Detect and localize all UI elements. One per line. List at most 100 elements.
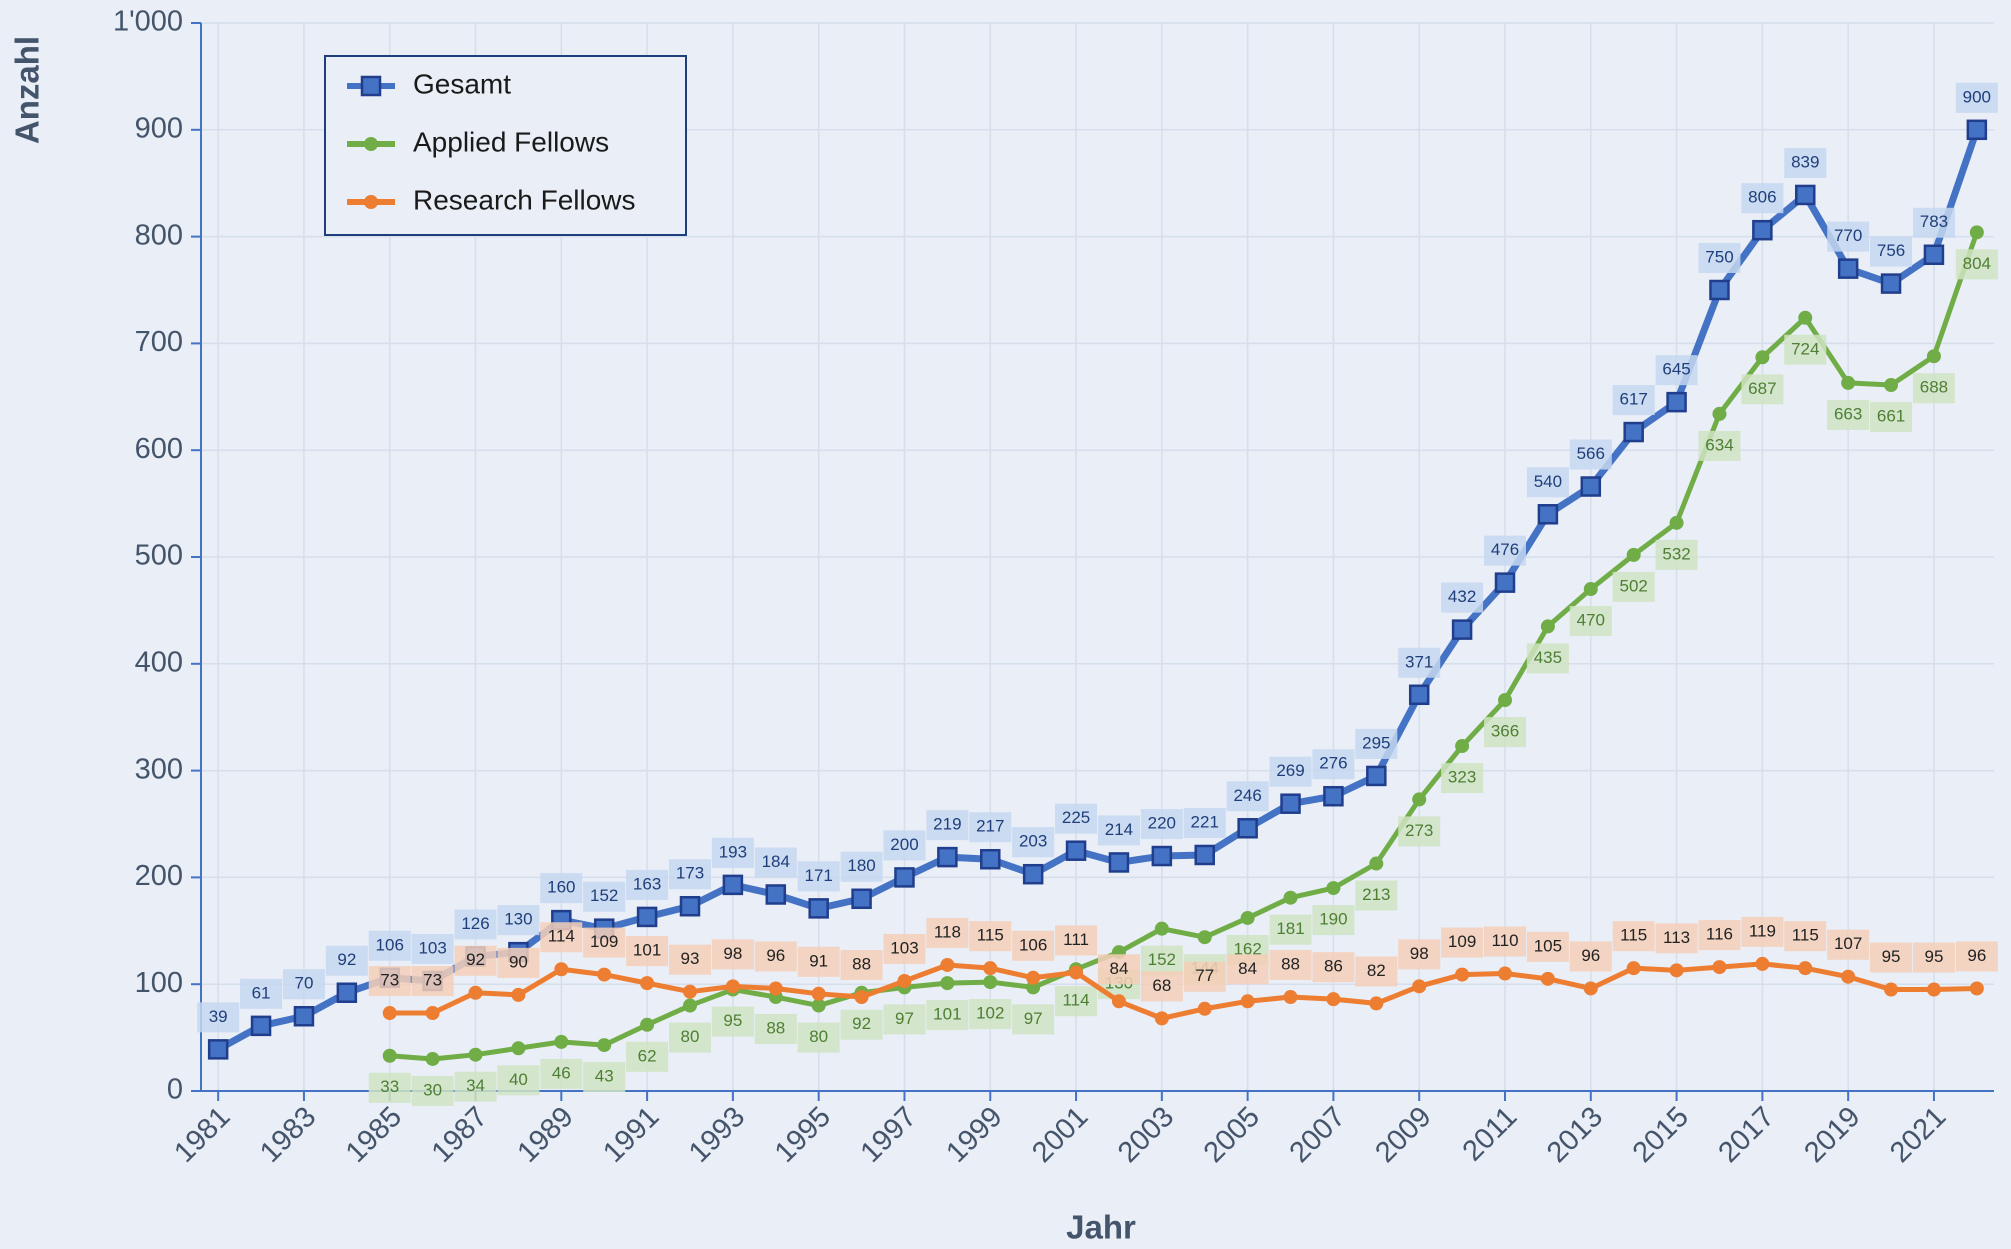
marker [1880,273,1902,294]
data-label: 160 [547,878,575,897]
data-label: 115 [1792,926,1819,945]
marker [1669,515,1684,530]
marker [1197,1001,1212,1016]
marker [940,976,955,991]
data-label: 116 [1706,925,1733,944]
data-label-box [1569,439,1612,470]
marker [207,1039,229,1060]
data-label-box [1870,236,1913,267]
data-label-box [1655,923,1698,954]
data-label-box [1398,816,1441,847]
data-label: 566 [1577,444,1605,463]
data-label: 180 [847,856,875,875]
data-label-box [1955,82,1998,113]
marker [1498,966,1512,981]
marker [640,976,655,991]
data-label: 173 [676,864,704,883]
data-label: 103 [418,938,446,957]
marker [683,998,697,1013]
marker [1240,910,1255,925]
marker [1752,219,1773,241]
data-label-box [1612,385,1655,416]
x-tick-label: 2017 [1712,1101,1780,1169]
data-label-box [969,812,1012,843]
data-label: 105 [1534,936,1562,955]
marker [1366,765,1387,787]
data-label-box [754,1014,797,1045]
marker [1926,982,1941,997]
marker [1669,963,1684,978]
data-label: 82 [1367,961,1386,980]
data-label: 470 [1577,611,1605,630]
data-label: 804 [1963,254,1991,273]
marker [1966,119,1988,141]
marker [425,1051,440,1066]
data-label-box [669,944,711,975]
marker [1841,969,1856,984]
data-label-box [1055,803,1098,834]
data-label-box [1398,647,1441,678]
data-label-box [883,830,926,861]
x-tick-label: 2005 [1198,1101,1266,1169]
marker [1626,961,1641,976]
y-tick-label: 1'000 [113,6,183,38]
marker [1884,378,1899,393]
data-label: 33 [380,1077,399,1096]
data-label: 323 [1448,768,1476,787]
data-label: 502 [1619,576,1647,595]
marker [940,957,955,972]
data-label: 91 [809,951,828,970]
marker [1237,818,1258,839]
marker [983,961,998,976]
marker [468,1047,483,1062]
data-label-box [411,966,454,997]
data-label-box [1140,809,1183,840]
marker [1540,971,1555,986]
marker [1709,279,1730,301]
data-label: 88 [852,955,871,974]
data-label: 181 [1276,919,1304,938]
data-label-box [1955,941,1998,972]
y-tick-label: 0 [167,1074,183,1106]
marker [1026,980,1041,995]
x-tick-label: 2009 [1369,1101,1437,1169]
data-label: 39 [209,1007,228,1026]
marker [1969,225,1984,240]
data-label: 90 [509,952,528,971]
data-label: 113 [1663,928,1690,947]
x-tick-label: 2021 [1884,1101,1952,1169]
data-label: 95 [1924,947,1943,966]
data-label-box [969,999,1012,1030]
data-label-box [797,946,840,977]
data-label-box [1312,905,1355,936]
x-tick-label: 1997 [855,1101,923,1169]
marker [937,846,958,868]
marker [554,962,569,977]
data-label: 119 [1749,921,1776,940]
data-label-box [1484,535,1526,566]
data-label-box [1097,954,1140,985]
marker [636,906,658,928]
marker [1323,785,1344,807]
data-label-box [754,941,797,972]
marker [765,884,787,905]
data-label: 193 [719,842,747,861]
data-label: 88 [1281,955,1300,974]
x-tick-label: 1995 [769,1101,837,1169]
data-label: 130 [504,910,532,929]
data-label: 70 [294,974,313,993]
data-label: 688 [1920,378,1948,397]
data-label: 724 [1791,339,1819,358]
data-label-box [1484,717,1526,748]
marker [1837,258,1859,279]
marker [1283,890,1298,905]
data-label-box [711,939,754,970]
data-label: 432 [1448,587,1476,606]
x-axis-title: Jahr [1066,1209,1136,1246]
y-tick-label: 100 [135,967,183,999]
marker [811,986,826,1001]
data-label: 371 [1405,652,1433,671]
marker [382,1048,397,1063]
data-label: 95 [723,1011,742,1030]
y-axis-title: Anzahl [9,36,46,144]
